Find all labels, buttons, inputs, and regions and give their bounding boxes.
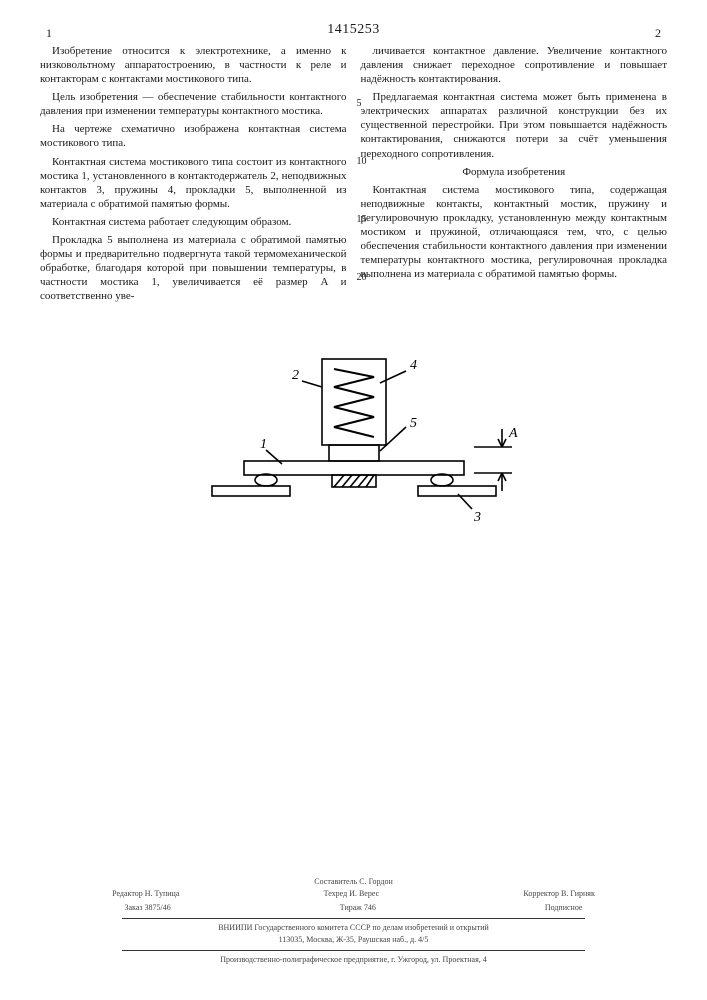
figure-label-2: 2 <box>292 368 299 383</box>
footer-podpis: Подписное <box>545 902 583 914</box>
para: Контактная система мостикового типа сост… <box>40 155 347 211</box>
para: На чертеже схематично изображена контакт… <box>40 122 347 150</box>
footer-addr1: 113035, Москва, Ж-35, Раушская наб., д. … <box>40 934 667 946</box>
footer-compiler: Составитель С. Гордон <box>40 876 667 888</box>
para: Предлагаемая контактная система может бы… <box>361 90 668 160</box>
line-marker: 10 <box>357 156 367 169</box>
line-marker: 15 <box>357 214 367 227</box>
footer: Составитель С. Гордон Редактор Н. Тупица… <box>40 876 667 966</box>
para: Цель изобретения — обеспечение стабильно… <box>40 90 347 118</box>
footer-editor: Редактор Н. Тупица <box>112 888 179 900</box>
figure-label-5: 5 <box>410 416 417 431</box>
right-column: 2 5 10 15 20 личивается контактное давле… <box>361 44 668 307</box>
figure-svg: 1 2 3 4 5 A <box>174 347 534 552</box>
footer-corrector: Корректор В. Гирняк <box>523 888 594 900</box>
left-col-number: 1 <box>46 26 52 41</box>
figure-label-4: 4 <box>410 358 417 373</box>
figure-label-A: A <box>508 426 518 441</box>
footer-tech: Техред И. Верес <box>324 888 380 900</box>
para: Контактная система работает следующим об… <box>40 215 347 229</box>
figure: 1 2 3 4 5 A <box>40 347 667 552</box>
para: Прокладка 5 выполнена из материала с обр… <box>40 233 347 303</box>
formula-title: Формула изобретения <box>361 165 668 179</box>
left-column: 1 Изобретение относится к электротехнике… <box>40 44 347 307</box>
formula-text: Контактная система мостикового типа, сод… <box>361 183 668 282</box>
right-col-number: 2 <box>655 26 661 41</box>
footer-tirazh: Тираж 746 <box>340 902 376 914</box>
footer-org1: ВНИИПИ Государственного комитета СССР по… <box>40 922 667 934</box>
line-marker: 5 <box>357 98 362 111</box>
footer-org2: Производственно-полиграфическое предприя… <box>40 954 667 966</box>
two-column-text: 1 Изобретение относится к электротехнике… <box>40 44 667 307</box>
footer-order: Заказ 3875/46 <box>125 902 171 914</box>
para: личивается контактное давление. Увеличен… <box>361 44 668 86</box>
para: Изобретение относится к электротехнике, … <box>40 44 347 86</box>
line-marker: 20 <box>357 272 367 285</box>
figure-label-3: 3 <box>473 510 481 525</box>
page: 1415253 1 Изобретение относится к электр… <box>0 0 707 1000</box>
patent-number: 1415253 <box>40 22 667 38</box>
figure-label-1: 1 <box>260 437 267 452</box>
